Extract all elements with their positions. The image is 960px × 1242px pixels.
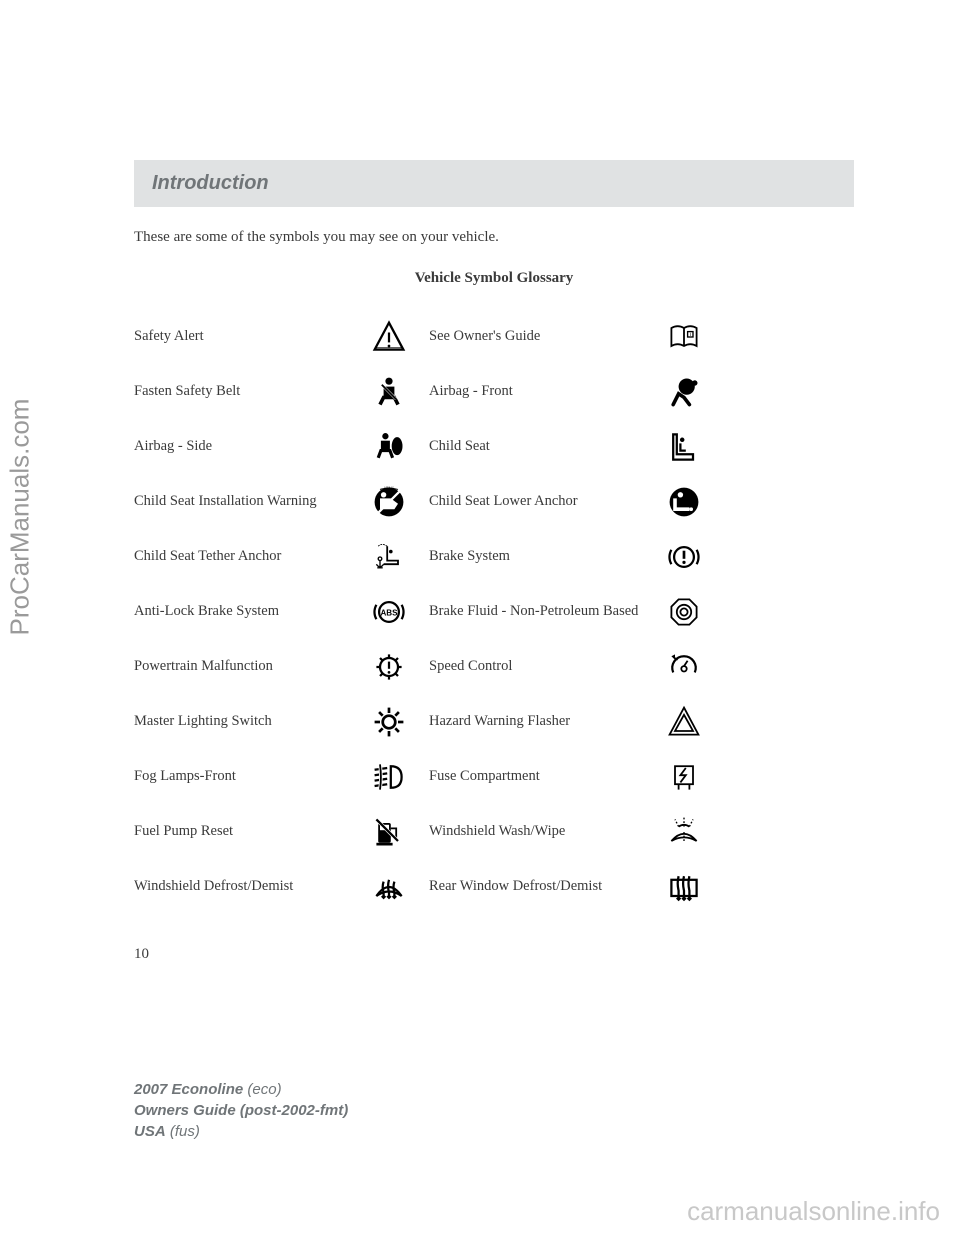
- fuel-pump-reset-icon: [349, 814, 429, 850]
- glossary-row: Fuel Pump Reset Windshield Wash/Wipe: [134, 804, 854, 859]
- label-owners-guide: See Owner's Guide: [429, 327, 644, 346]
- label-fog-lamps: Fog Lamps-Front: [134, 767, 349, 786]
- glossary-row: Master Lighting Switch Hazard Warning Fl…: [134, 694, 854, 749]
- intro-text: These are some of the symbols you may se…: [134, 229, 854, 246]
- child-seat-lower-anchor-icon: [644, 484, 724, 520]
- rear-window-defrost-icon: [644, 869, 724, 905]
- glossary-table: Safety Alert See Owner's Guide i Fasten …: [134, 309, 854, 914]
- label-hazard-flasher: Hazard Warning Flasher: [429, 712, 644, 731]
- glossary-row: Child Seat Installation Warning AIRBAG C…: [134, 474, 854, 529]
- footer-model: 2007 Econoline: [134, 1081, 243, 1098]
- speed-control-icon: [644, 649, 724, 685]
- glossary-row: Child Seat Tether Anchor Brake System: [134, 529, 854, 584]
- sidebar-watermark: ProCarManuals.com: [5, 399, 36, 636]
- page-number: 10: [134, 946, 854, 963]
- glossary-row: Fasten Safety Belt Airbag - Front: [134, 364, 854, 419]
- glossary-row: Airbag - Side Child Seat: [134, 419, 854, 474]
- glossary-row: Powertrain Malfunction Speed Control: [134, 639, 854, 694]
- footer-region: USA: [134, 1123, 166, 1140]
- label-fuse-compartment: Fuse Compartment: [429, 767, 644, 786]
- anti-lock-brake-icon: ABS: [349, 594, 429, 630]
- child-seat-tether-anchor-icon: [349, 539, 429, 575]
- svg-text:AIRBAG: AIRBAG: [384, 486, 394, 489]
- label-brake-fluid: Brake Fluid - Non-Petroleum Based: [429, 602, 644, 621]
- owners-guide-icon: i: [644, 319, 724, 355]
- page-content: Introduction These are some of the symbo…: [134, 160, 854, 963]
- brake-fluid-icon: [644, 594, 724, 630]
- chapter-title: Introduction: [152, 172, 836, 195]
- label-safety-alert: Safety Alert: [134, 327, 349, 346]
- bottom-watermark: carmanualsonline.info: [687, 1196, 940, 1227]
- glossary-title: Vehicle Symbol Glossary: [134, 270, 854, 287]
- glossary-row: Windshield Defrost/Demist Rear Window De…: [134, 859, 854, 914]
- glossary-row: Anti-Lock Brake System ABS Brake Fluid -…: [134, 584, 854, 639]
- label-child-seat-tether: Child Seat Tether Anchor: [134, 547, 349, 566]
- powertrain-malfunction-icon: [349, 649, 429, 685]
- label-windshield-defrost: Windshield Defrost/Demist: [134, 877, 349, 896]
- brake-system-icon: [644, 539, 724, 575]
- footer-model-code: (eco): [243, 1081, 281, 1098]
- windshield-defrost-icon: [349, 869, 429, 905]
- airbag-side-icon: [349, 429, 429, 465]
- label-child-seat-anchor: Child Seat Lower Anchor: [429, 492, 644, 511]
- svg-text:ABS: ABS: [380, 608, 398, 617]
- child-seat-install-warning-icon: AIRBAG: [349, 484, 429, 520]
- page-footer: 2007 Econoline (eco) Owners Guide (post-…: [134, 1079, 348, 1142]
- label-child-seat: Child Seat: [429, 437, 644, 456]
- master-lighting-icon: [349, 704, 429, 740]
- chapter-header: Introduction: [134, 160, 854, 207]
- child-seat-icon: [644, 429, 724, 465]
- glossary-row: Safety Alert See Owner's Guide i: [134, 309, 854, 364]
- label-rear-defrost: Rear Window Defrost/Demist: [429, 877, 644, 896]
- label-fasten-belt: Fasten Safety Belt: [134, 382, 349, 401]
- windshield-wash-wipe-icon: [644, 814, 724, 850]
- label-abs: Anti-Lock Brake System: [134, 602, 349, 621]
- fuse-compartment-icon: [644, 759, 724, 795]
- airbag-front-icon: [644, 374, 724, 410]
- footer-region-code: (fus): [166, 1123, 200, 1140]
- svg-text:i: i: [690, 332, 691, 338]
- label-airbag-front: Airbag - Front: [429, 382, 644, 401]
- label-brake-system: Brake System: [429, 547, 644, 566]
- safety-alert-icon: [349, 319, 429, 355]
- label-airbag-side: Airbag - Side: [134, 437, 349, 456]
- footer-guide: Owners Guide (post-2002-fmt): [134, 1102, 348, 1119]
- glossary-row: Fog Lamps-Front Fuse Compartment: [134, 749, 854, 804]
- label-master-lighting: Master Lighting Switch: [134, 712, 349, 731]
- hazard-warning-flasher-icon: [644, 704, 724, 740]
- fog-lamps-front-icon: [349, 759, 429, 795]
- label-powertrain: Powertrain Malfunction: [134, 657, 349, 676]
- label-speed-control: Speed Control: [429, 657, 644, 676]
- label-child-seat-install: Child Seat Installation Warning: [134, 492, 349, 511]
- label-fuel-pump-reset: Fuel Pump Reset: [134, 822, 349, 841]
- fasten-safety-belt-icon: [349, 374, 429, 410]
- label-windshield-wash: Windshield Wash/Wipe: [429, 822, 644, 841]
